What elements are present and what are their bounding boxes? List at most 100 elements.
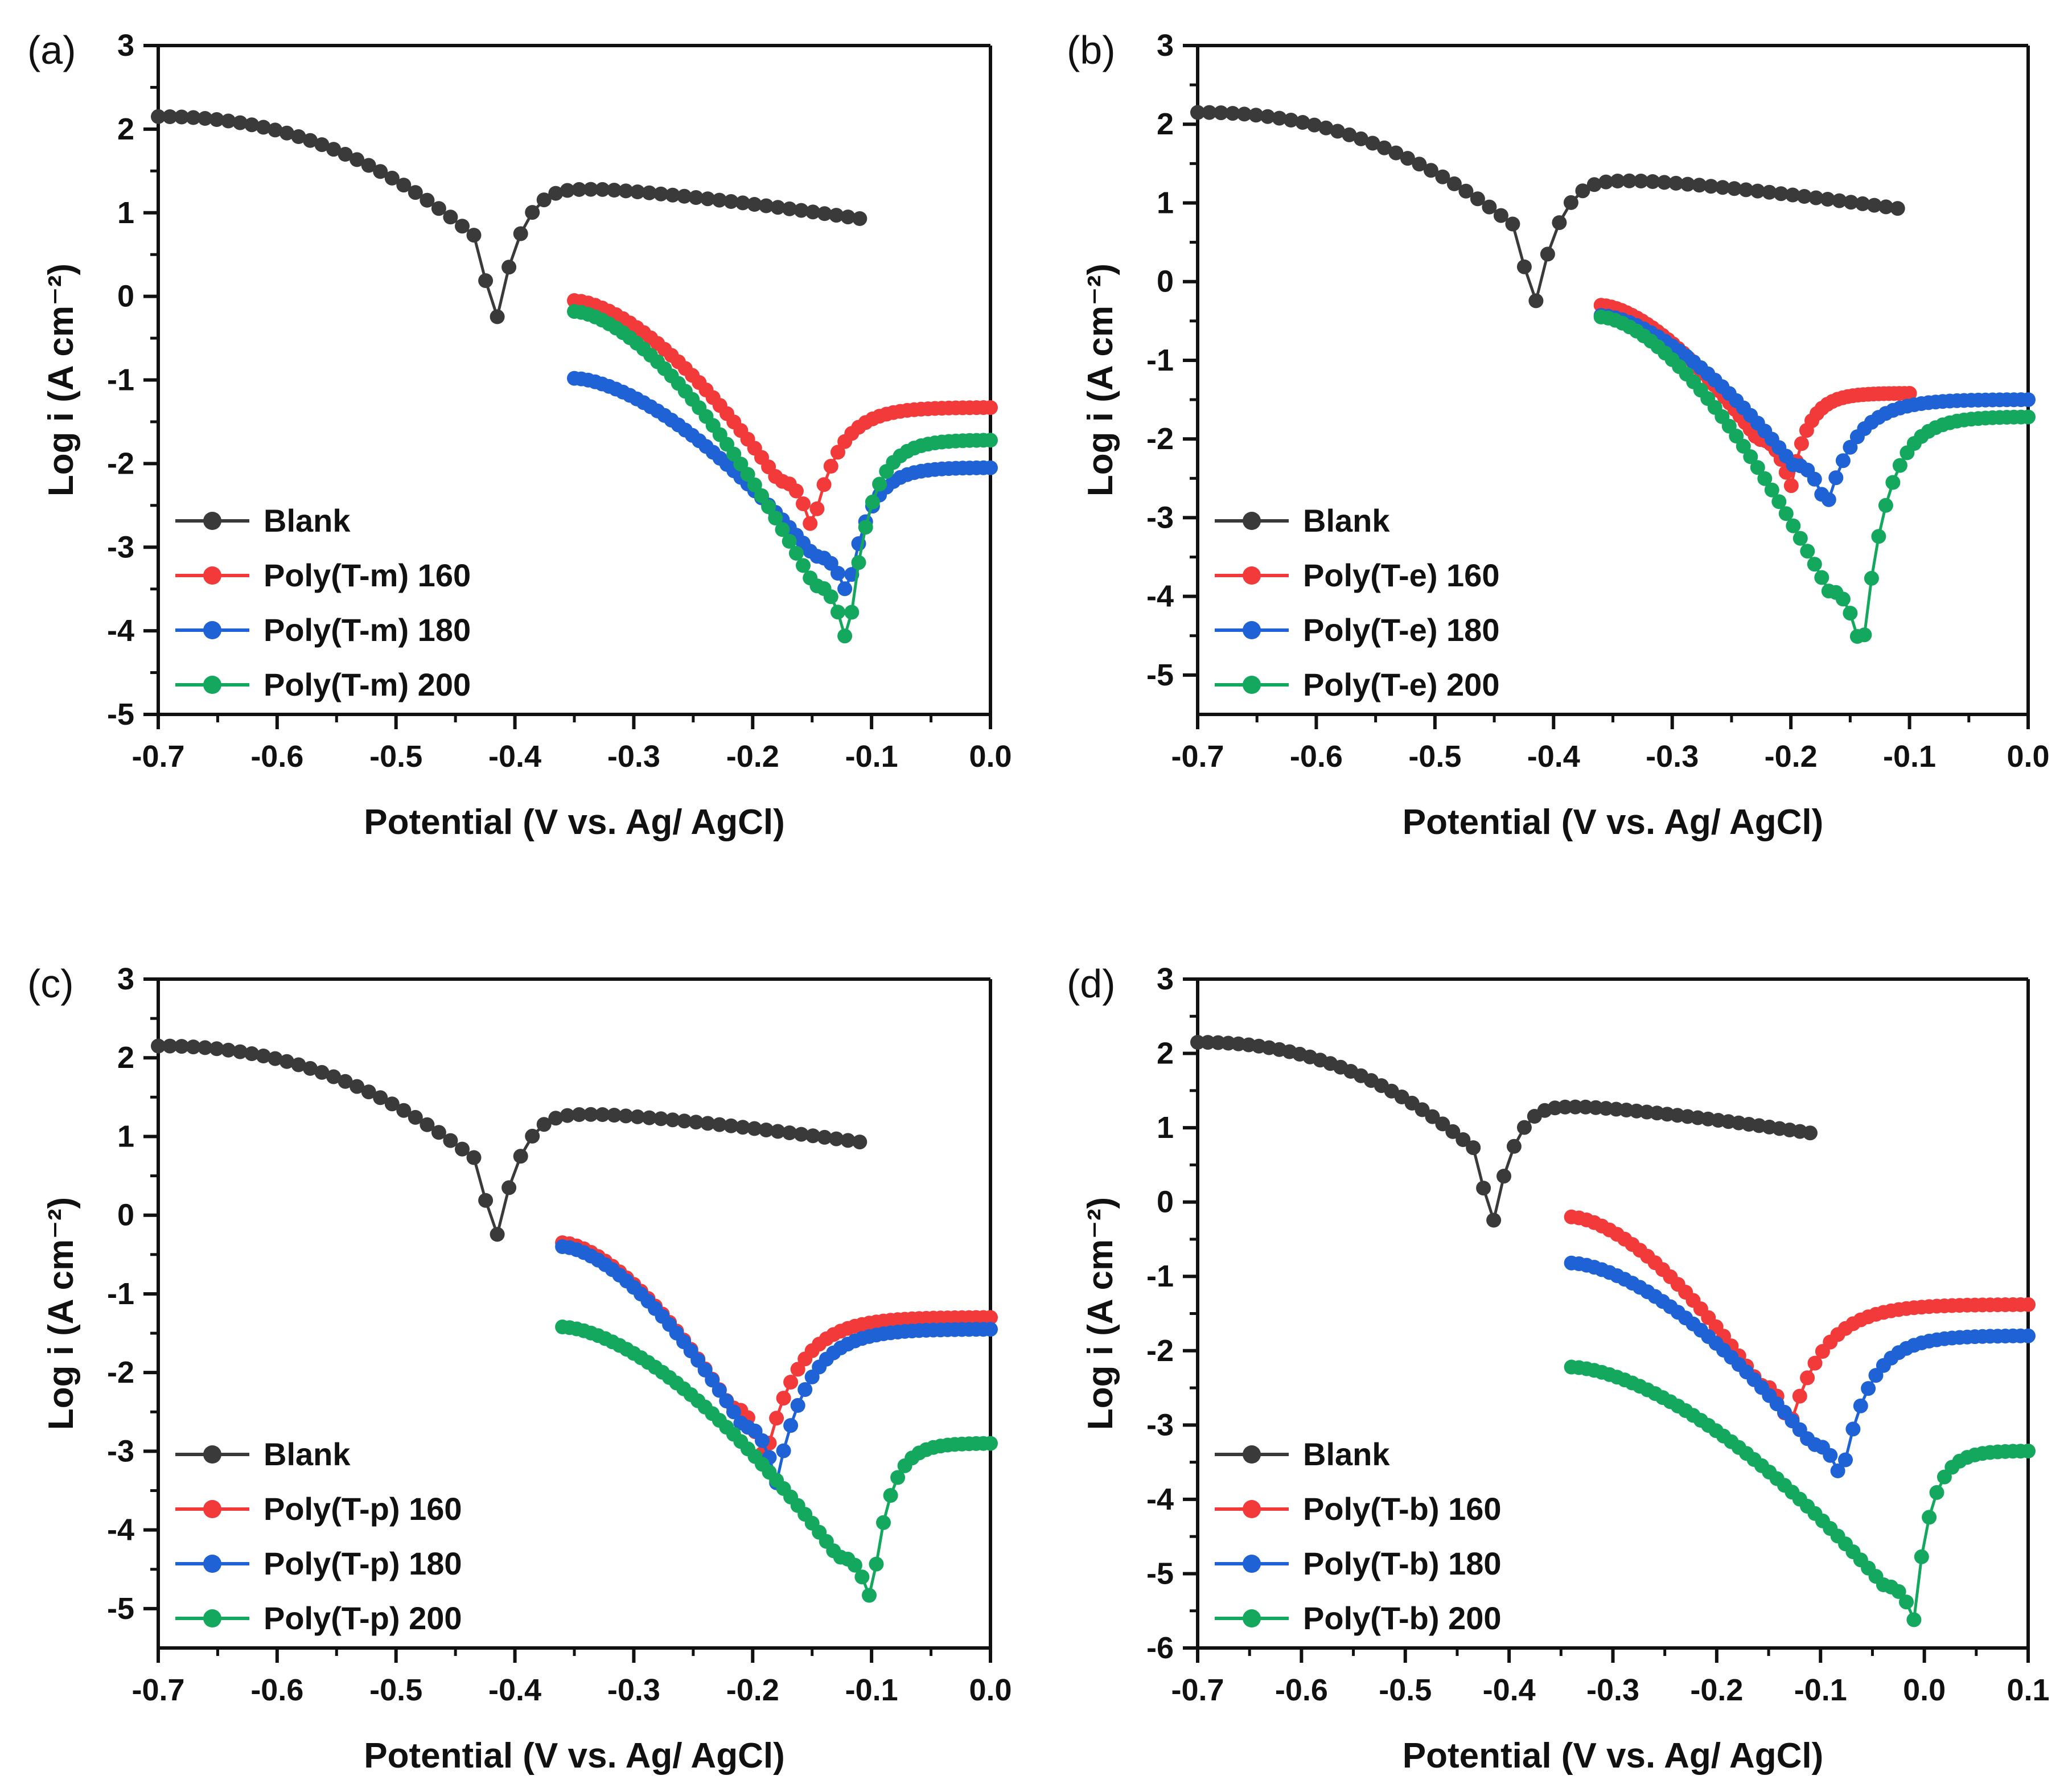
data-point bbox=[174, 1039, 190, 1054]
y-axis-label: Log i (A cm⁻²) bbox=[42, 264, 81, 496]
data-point bbox=[700, 1116, 716, 1131]
data-point bbox=[775, 522, 790, 537]
x-tick-label: -0.2 bbox=[1690, 1673, 1743, 1707]
data-point bbox=[1764, 482, 1779, 498]
data-point bbox=[817, 206, 832, 221]
data-point bbox=[1792, 1388, 1807, 1404]
data-point bbox=[1645, 174, 1660, 189]
data-point bbox=[1496, 1169, 1511, 1184]
legend-entry: Poly(T-b) 200 bbox=[1215, 1600, 1502, 1636]
data-point bbox=[1807, 471, 1822, 487]
x-tick-label: -0.1 bbox=[1883, 739, 1936, 774]
data-point bbox=[431, 1125, 446, 1140]
data-point bbox=[630, 184, 645, 199]
x-tick-label: 0.0 bbox=[969, 739, 1012, 774]
data-point bbox=[1540, 246, 1555, 262]
data-point bbox=[291, 1057, 306, 1072]
legend-label: Poly(T-e) 160 bbox=[1303, 557, 1499, 593]
y-axis-label: Log i (A cm⁻²) bbox=[1081, 1197, 1120, 1430]
data-point bbox=[1295, 115, 1310, 130]
data-point bbox=[1445, 1124, 1461, 1139]
data-point bbox=[560, 1108, 575, 1123]
data-point bbox=[1892, 458, 1907, 473]
data-point bbox=[466, 228, 482, 243]
data-point bbox=[326, 142, 342, 157]
series-0 bbox=[151, 109, 868, 324]
y-tick-label: -3 bbox=[107, 1434, 134, 1468]
data-point bbox=[350, 1079, 365, 1094]
data-point bbox=[408, 185, 423, 200]
data-point bbox=[796, 558, 811, 573]
data-point bbox=[1190, 1035, 1205, 1050]
data-point bbox=[513, 226, 528, 241]
data-point bbox=[1843, 195, 1859, 210]
data-point bbox=[361, 1084, 376, 1100]
y-tick-label: 0 bbox=[117, 1198, 134, 1232]
legend-entry: Poly(T-p) 180 bbox=[175, 1546, 462, 1581]
data-point bbox=[735, 1120, 750, 1135]
data-point bbox=[1814, 570, 1829, 585]
data-point bbox=[1929, 1485, 1944, 1500]
data-point bbox=[221, 1042, 236, 1058]
y-tick-label: 2 bbox=[117, 112, 134, 146]
data-point bbox=[1260, 109, 1275, 124]
data-point bbox=[1272, 110, 1287, 126]
y-tick-label: 0 bbox=[1157, 1185, 1174, 1219]
data-point bbox=[1861, 1381, 1876, 1396]
y-tick-label: -4 bbox=[1146, 579, 1174, 614]
x-tick-label: -0.7 bbox=[1171, 1673, 1224, 1707]
panel-label: (b) bbox=[1067, 28, 1116, 72]
x-tick-label: -0.7 bbox=[131, 1673, 184, 1707]
legend-marker bbox=[1243, 621, 1261, 639]
series-line bbox=[562, 1325, 991, 1600]
legend-label: Poly(T-p) 200 bbox=[264, 1600, 462, 1636]
data-point bbox=[782, 1125, 797, 1140]
data-point bbox=[1899, 1594, 1914, 1610]
x-tick-label: -0.1 bbox=[1794, 1673, 1847, 1707]
data-point bbox=[607, 1108, 622, 1123]
x-axis-label: Potential (V vs. Ag/ AgCl) bbox=[1403, 1736, 1823, 1775]
x-tick-label: -0.1 bbox=[845, 739, 898, 774]
data-point bbox=[817, 1129, 832, 1145]
x-tick-label: -0.3 bbox=[1586, 1673, 1639, 1707]
data-point bbox=[1214, 105, 1228, 121]
data-point bbox=[186, 1039, 201, 1055]
legend-entry: Poly(T-e) 160 bbox=[1215, 557, 1499, 593]
data-point bbox=[740, 467, 755, 482]
data-point bbox=[983, 1436, 998, 1451]
data-point bbox=[186, 110, 201, 125]
data-point bbox=[642, 185, 657, 200]
data-point bbox=[677, 1113, 692, 1129]
data-point bbox=[1190, 105, 1205, 120]
data-point bbox=[1470, 191, 1485, 207]
data-point bbox=[548, 1111, 564, 1126]
data-point bbox=[501, 1180, 517, 1195]
series-1 bbox=[567, 293, 998, 531]
data-point bbox=[1557, 1099, 1573, 1115]
y-tick-label: -6 bbox=[1146, 1631, 1174, 1665]
data-point bbox=[831, 605, 845, 620]
data-point bbox=[770, 200, 786, 215]
data-point bbox=[630, 1109, 645, 1124]
data-point bbox=[858, 520, 873, 535]
data-point bbox=[1563, 195, 1578, 210]
x-tick-label: -0.5 bbox=[369, 739, 422, 774]
data-point bbox=[726, 1404, 741, 1420]
legend-marker bbox=[1243, 566, 1261, 585]
data-point bbox=[1680, 176, 1695, 192]
legend-marker bbox=[1243, 1555, 1261, 1573]
legend-label: Poly(T-b) 180 bbox=[1303, 1546, 1502, 1581]
data-point bbox=[1598, 174, 1614, 190]
data-point bbox=[2021, 409, 2036, 425]
data-point bbox=[761, 499, 776, 515]
legend-label: Blank bbox=[264, 1436, 351, 1472]
data-point bbox=[256, 1049, 271, 1063]
data-point bbox=[1225, 106, 1240, 121]
data-point bbox=[1505, 216, 1520, 232]
data-point bbox=[1400, 151, 1415, 166]
data-point bbox=[1656, 175, 1672, 190]
data-point bbox=[1423, 163, 1438, 178]
data-point bbox=[677, 188, 692, 204]
data-point bbox=[1906, 1612, 1922, 1627]
data-point bbox=[823, 589, 838, 605]
